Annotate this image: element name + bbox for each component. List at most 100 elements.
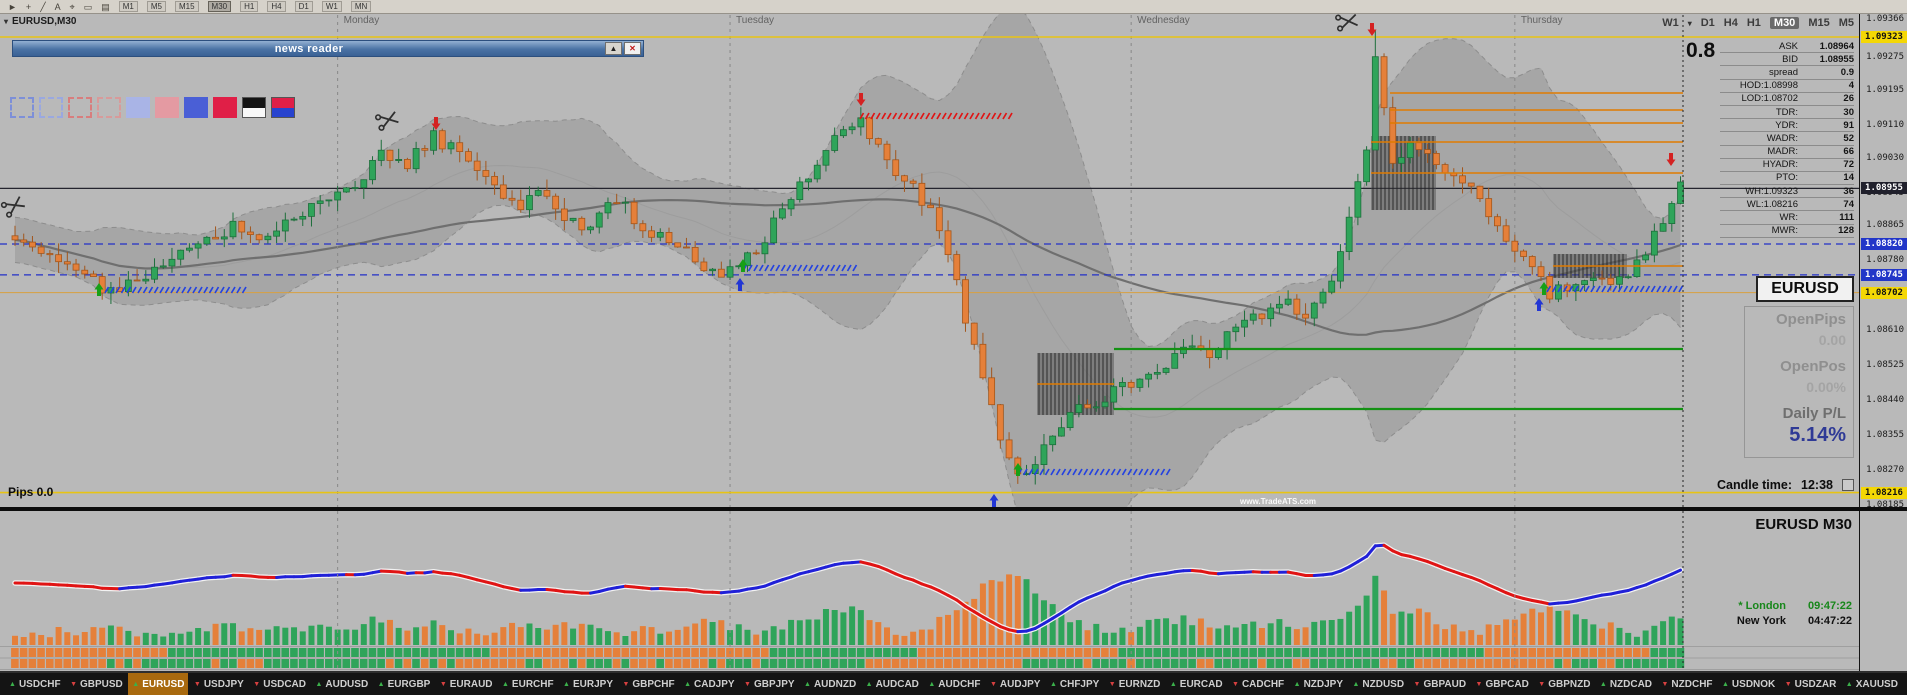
ticker-symbol-eurnzd[interactable]: ▼ EURNZD: [1105, 673, 1165, 695]
panel-separator-bottom[interactable]: [0, 671, 1907, 673]
trend-strip-cell: [72, 648, 80, 657]
chart-timeframe-d1[interactable]: D1: [1700, 17, 1715, 29]
ticker-symbol-usdchf[interactable]: ▲ USDCHF: [5, 673, 65, 695]
vendor-watermark: www.TradeATS.com: [1240, 497, 1317, 506]
toolbar-timeframe-m15[interactable]: M15: [174, 1, 199, 12]
price-chart-canvas[interactable]: [0, 0, 1859, 507]
ticker-symbol-eurjpy[interactable]: ▲ EURJPY: [559, 673, 617, 695]
volume-bar: [352, 629, 359, 645]
toolbar-timeframe-m30[interactable]: M30: [207, 1, 232, 12]
toolbar-tool-icon-0[interactable]: ►: [8, 1, 17, 12]
toolbar-timeframe-mn[interactable]: MN: [350, 1, 372, 12]
ticker-symbol-xauusd[interactable]: ▲ XAUUSD: [1842, 673, 1902, 695]
toolbar-timeframe-h1[interactable]: H1: [240, 1, 259, 12]
toolbar-tool-icon-2[interactable]: ╱: [40, 1, 46, 12]
oscillator-segment: [1670, 568, 1682, 576]
palette-dashed-swatch-3[interactable]: [97, 97, 121, 118]
palette-dashed-swatch-0[interactable]: [10, 97, 34, 118]
toolbar-timeframe-w1[interactable]: W1: [321, 1, 342, 12]
ticker-symbol-usdjpy[interactable]: ▼ USDJPY: [190, 673, 248, 695]
scissors-handle: [1336, 25, 1344, 32]
direction-strip-cell: [386, 659, 394, 668]
trend-strip-cell: [979, 648, 987, 657]
ticker-symbol-gbpaud[interactable]: ▼ GBPAUD: [1410, 673, 1471, 695]
ticker-symbol-gbpnzd[interactable]: ▼ GBPNZD: [1534, 673, 1594, 695]
ticker-symbol-cadchf[interactable]: ▼ CADCHF: [1228, 673, 1288, 695]
chart-timeframe-h4[interactable]: H4: [1723, 17, 1738, 29]
palette-swatch-0[interactable]: [126, 97, 150, 118]
ticker-symbol-audcad[interactable]: ▲ AUDCAD: [862, 673, 923, 695]
down-arrow-icon: ▼: [1538, 680, 1546, 688]
toolbar-tool-icon-1[interactable]: +: [25, 1, 32, 12]
chart-timeframe-h1[interactable]: H1: [1746, 17, 1761, 29]
ticker-symbol-eurgbp[interactable]: ▲ EURGBP: [374, 673, 435, 695]
chart-timeframe-m15[interactable]: M15: [1808, 17, 1830, 29]
ticker-symbol-usdzar[interactable]: ▼ USDZAR: [1781, 673, 1841, 695]
palette-pair-swatch-1[interactable]: [271, 97, 295, 118]
chart-timeframe-w1[interactable]: W1: [1662, 17, 1679, 29]
palette-swatch-1[interactable]: [155, 97, 179, 118]
ticker-symbol-eurchf[interactable]: ▲ EURCHF: [498, 673, 558, 695]
trend-strip-cell: [1258, 648, 1266, 657]
volume-bar: [1154, 618, 1161, 645]
ticker-symbol-euraud[interactable]: ▼ EURAUD: [436, 673, 497, 695]
toolbar-timeframe-m1[interactable]: M1: [118, 1, 138, 12]
toolbar-tool-icon-6[interactable]: ▤: [101, 1, 110, 12]
toolbar-tool-icon-4[interactable]: ⌖: [69, 1, 75, 12]
volume-bar: [526, 623, 533, 645]
palette-pair-swatch-0[interactable]: [242, 97, 266, 118]
direction-strip-cell: [1092, 659, 1100, 668]
ticker-symbol-usdcad[interactable]: ▼ USDCAD: [249, 673, 310, 695]
palette-dashed-swatch-1[interactable]: [39, 97, 63, 118]
direction-strip-cell: [839, 659, 848, 668]
ticker-symbol-gbpusd[interactable]: ▼ GBPUSD: [66, 673, 127, 695]
palette-swatch-3[interactable]: [213, 97, 237, 118]
ticker-symbol-eurcad[interactable]: ▲ EURCAD: [1166, 673, 1227, 695]
volume-bar: [1485, 624, 1492, 645]
ticker-symbol-audnzd[interactable]: ▲ AUDNZD: [800, 673, 860, 695]
direction-strip-cell: [1275, 659, 1284, 668]
candle-body: [1494, 216, 1501, 227]
ticker-symbol-usdnok[interactable]: ▲ USDNOK: [1718, 673, 1779, 695]
direction-strip-cell: [761, 659, 769, 668]
ticker-symbol-cadjpy[interactable]: ▲ CADJPY: [680, 673, 739, 695]
news-close-button[interactable]: ✕: [624, 42, 641, 55]
chart-timeframe-m30[interactable]: M30: [1769, 17, 1800, 29]
ticker-symbol-nzdcad[interactable]: ▲ NZDCAD: [1596, 673, 1656, 695]
toolbar-tool-icon-5[interactable]: ▭: [83, 1, 93, 12]
price-axis[interactable]: 1.09366 1.09275 1.09195 1.09110 1.09030 1.089…: [1859, 14, 1907, 673]
oscillator-panel-canvas[interactable]: [0, 511, 1859, 671]
toolbar-timeframe-d1[interactable]: D1: [294, 1, 313, 12]
candle-body: [787, 199, 795, 210]
timeframe-dropdown-icon[interactable]: ▾: [1687, 18, 1692, 28]
ticker-symbol-audchf[interactable]: ▲ AUDCHF: [924, 673, 984, 695]
ticker-symbol-gbpcad[interactable]: ▼ GBPCAD: [1472, 673, 1533, 695]
chart-dropdown-icon[interactable]: ▾: [4, 17, 9, 26]
candle-body: [1520, 250, 1527, 257]
palette-swatch-2[interactable]: [184, 97, 208, 118]
ticker-symbol-nzdjpy[interactable]: ▲ NZDJPY: [1290, 673, 1347, 695]
trend-strip-cell: [342, 648, 351, 657]
news-collapse-button[interactable]: ▲: [605, 42, 622, 55]
hatch-tick: [791, 264, 797, 272]
ticker-symbol-eurusd[interactable]: ▲ EURUSD: [128, 673, 189, 695]
ticker-symbol-nzdchf[interactable]: ▼ NZDCHF: [1657, 673, 1716, 695]
ticker-symbol-chfjpy[interactable]: ▲ CHFJPY: [1046, 673, 1103, 695]
trend-strip-cell: [1214, 648, 1223, 657]
panel-separator-top[interactable]: [0, 507, 1907, 511]
volume-bar: [1538, 612, 1544, 645]
toolbar-tool-icon-3[interactable]: A: [54, 1, 61, 12]
ticker-symbol-gbpjpy[interactable]: ▼ GBPJPY: [740, 673, 799, 695]
news-reader-bar[interactable]: news reader ▲ ✕: [12, 40, 644, 57]
toolbar-timeframe-h4[interactable]: H4: [267, 1, 286, 12]
palette-dashed-swatch-2[interactable]: [68, 97, 92, 118]
candle-time-value: 12:38: [1801, 478, 1833, 492]
toolbar-timeframe-m5[interactable]: M5: [146, 1, 166, 12]
ticker-symbol-audusd[interactable]: ▲ AUDUSD: [311, 673, 372, 695]
ticker-symbol-audjpy[interactable]: ▼ AUDJPY: [986, 673, 1045, 695]
chart-timeframe-m5[interactable]: M5: [1838, 17, 1854, 29]
ticker-symbol-gbpchf[interactable]: ▼ GBPCHF: [618, 673, 678, 695]
trend-strip-cell: [1432, 648, 1441, 657]
info-row-value: 0.9: [1840, 66, 1854, 78]
ticker-symbol-nzdusd[interactable]: ▲ NZDUSD: [1348, 673, 1408, 695]
